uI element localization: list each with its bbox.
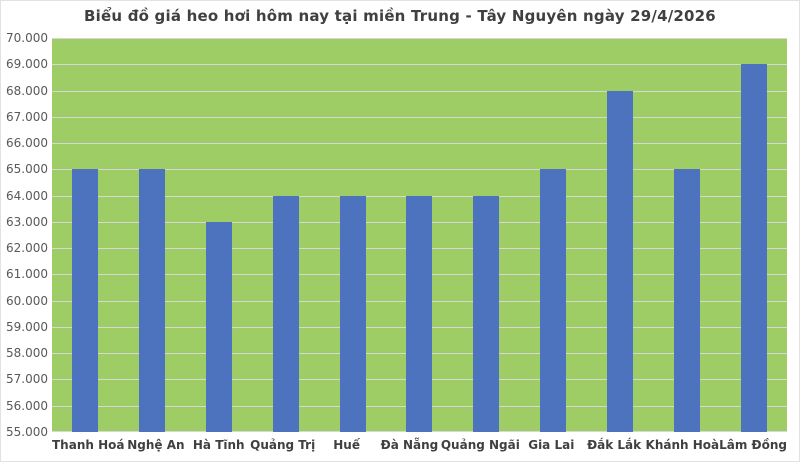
y-tick-label: 65.000 <box>6 162 48 177</box>
y-tick-label: 70.000 <box>6 31 48 45</box>
bar-cell <box>52 38 119 432</box>
bar <box>606 90 633 432</box>
y-tick-label: 55.000 <box>6 425 48 439</box>
x-tick-label: Đà Nẵng <box>380 438 439 452</box>
x-tick-label: Gia Lai <box>528 438 575 452</box>
y-tick-label: 67.000 <box>6 109 48 124</box>
bar-cell <box>119 38 186 432</box>
x-tick-label: Nghệ An <box>127 438 185 452</box>
x-axis: Thanh Hoá Nghệ An Hà Tĩnh Quảng Trị Huế Đà Nẵ… <box>52 438 787 452</box>
bar <box>673 169 700 432</box>
x-tick-label: Thanh Hoá <box>52 438 125 452</box>
x-tick-label: Hà Tĩnh <box>192 438 245 452</box>
bar-cell <box>520 38 587 432</box>
y-tick-label: 63.000 <box>6 214 48 229</box>
gridline <box>52 169 787 171</box>
bars <box>52 38 787 432</box>
bar-cell <box>453 38 520 432</box>
x-tick-label: Quảng Trị <box>250 438 316 452</box>
bar <box>206 221 233 432</box>
y-tick-label: 61.000 <box>6 267 48 282</box>
bar-cell <box>252 38 319 432</box>
bar-cell <box>186 38 253 432</box>
y-axis: 70.000 69.000 68.000 67.000 66.000 65.000 64.0… <box>1 1 48 461</box>
y-tick-label: 59.000 <box>6 319 48 334</box>
bar <box>740 64 767 432</box>
chart-title: Biểu đồ giá heo hơi hôm nay tại miền Tru… <box>84 7 716 25</box>
y-tick-label: 66.000 <box>6 136 48 151</box>
y-tick-label: 62.000 <box>6 241 48 256</box>
bar <box>406 195 433 432</box>
bar <box>272 195 299 432</box>
x-tick-label: Lâm Đồng <box>719 438 787 452</box>
bar <box>72 169 99 432</box>
y-tick-label: 64.000 <box>6 188 48 203</box>
y-tick-label: 60.000 <box>6 293 48 308</box>
bar <box>139 169 166 432</box>
bar <box>540 169 567 432</box>
gridline <box>52 116 787 118</box>
gridline <box>52 90 787 92</box>
gridline <box>52 143 787 145</box>
y-tick-label: 69.000 <box>6 57 48 72</box>
gridline <box>52 38 787 39</box>
y-tick-label: 57.000 <box>6 372 48 387</box>
y-tick-label: 58.000 <box>6 346 48 361</box>
x-tick-label: Đắk Lắk <box>587 438 642 452</box>
bar-cell <box>386 38 453 432</box>
bar-cell <box>653 38 720 432</box>
y-tick-label: 68.000 <box>6 83 48 98</box>
bar <box>339 195 366 432</box>
bar-cell <box>587 38 654 432</box>
bar-cell <box>720 38 787 432</box>
x-tick-label: Quảng Ngãi <box>440 438 520 452</box>
x-tick-label: Khánh Hoà <box>645 438 720 452</box>
y-tick-label: 56.000 <box>6 398 48 413</box>
plot-area <box>52 38 787 432</box>
x-tick-label: Huế <box>333 438 360 452</box>
bar <box>473 195 500 432</box>
gridline <box>52 64 787 66</box>
bar-cell <box>319 38 386 432</box>
